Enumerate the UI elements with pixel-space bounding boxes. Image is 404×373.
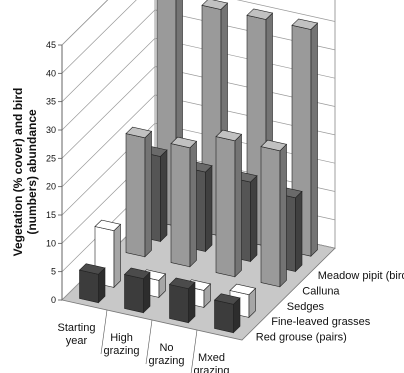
bar-top	[246, 8, 274, 20]
bar-calluna	[215, 129, 243, 278]
category-label-line: grazing	[193, 365, 229, 373]
category-separator	[145, 319, 153, 365]
series-label: Fine-leaved grasses	[271, 316, 371, 328]
bar-side	[279, 143, 287, 288]
category-label-line: No	[159, 342, 173, 354]
series-labels: Red grouse (pairs) Fine-leaved grasses Sed…	[256, 270, 404, 343]
category-label: Starting year	[58, 322, 96, 347]
y-tick-label: 40	[46, 68, 56, 78]
bar-calluna	[170, 136, 198, 268]
bar-top	[170, 136, 198, 149]
bar-calluna	[260, 139, 288, 288]
category-separator	[100, 309, 108, 355]
bar-side	[250, 174, 258, 263]
category-label-line: year	[66, 335, 88, 347]
category-labels: Starting year High grazing No grazing Mxed graz…	[58, 309, 230, 373]
bar-red-grouse	[78, 263, 106, 304]
series-label: Red grouse (pairs)	[256, 331, 347, 343]
bar-front	[260, 146, 281, 288]
bar-top	[78, 263, 106, 275]
category-label: Mxed grazing	[193, 352, 229, 373]
bar-calluna	[125, 126, 153, 258]
y-tick-label: 5	[51, 267, 56, 277]
bar-front	[125, 133, 146, 258]
bar-top	[125, 126, 153, 139]
category-label: No grazing	[148, 342, 184, 367]
bar-top	[94, 219, 122, 232]
category-label-line: grazing	[103, 345, 139, 357]
y-axis-title: Vegetation (% cover) and bird(numbers) a…	[11, 88, 39, 257]
gridline	[61, 94, 336, 187]
category-label-line: grazing	[148, 355, 184, 367]
category-label-line: High	[110, 332, 133, 344]
bar-side	[205, 164, 213, 253]
y-tick-label: 45	[46, 40, 56, 50]
bar-top	[260, 139, 288, 152]
y-axis-title-line: Vegetation (% cover) and bird	[11, 88, 25, 257]
gridline	[61, 37, 336, 131]
bar-side	[310, 22, 318, 257]
bar-top	[215, 129, 243, 142]
bar-top	[201, 0, 229, 10]
y-tick-label: 35	[46, 97, 56, 107]
category-label-line: Starting	[58, 322, 96, 334]
bar-red-grouse	[213, 293, 241, 334]
bar-top	[291, 18, 319, 30]
bar-top	[229, 283, 257, 296]
gridline	[61, 0, 109, 46]
bar-side	[234, 133, 242, 278]
y-tick-label: 20	[46, 182, 56, 192]
category-label-line: Mxed	[198, 352, 225, 364]
gridline	[61, 0, 336, 74]
bar-front	[215, 136, 236, 278]
bar-side	[188, 281, 196, 324]
gridline	[61, 9, 336, 102]
series-label: Sedges	[287, 301, 325, 313]
bars	[78, 0, 319, 334]
category-separator	[190, 329, 198, 373]
bar-side	[189, 140, 197, 268]
y-tick-label: 15	[46, 210, 56, 220]
bar-front	[79, 269, 99, 304]
series-label: Calluna	[302, 285, 340, 297]
bar-red-grouse	[123, 267, 151, 314]
bar-side	[160, 149, 168, 243]
gridline	[61, 66, 336, 159]
series-label: Meadow pipit (birds/10)	[318, 270, 404, 282]
bar-front	[124, 274, 144, 314]
bar-front	[169, 284, 189, 324]
y-axis: 0 5 10 15 20 25 30 35 40 45	[46, 40, 63, 305]
bar-side	[113, 223, 121, 289]
y-tick-label: 25	[46, 153, 56, 163]
bar-side	[295, 190, 303, 273]
category-label: High grazing	[103, 332, 139, 357]
bar-top	[168, 277, 196, 290]
bar-front	[170, 143, 191, 268]
bar-front	[214, 299, 234, 334]
y-axis-title-line: (numbers) abundance	[25, 109, 39, 235]
bar-top	[123, 267, 151, 280]
y-tick-label: 10	[46, 238, 56, 248]
y-tick-label: 0	[51, 295, 56, 305]
y-tick-label: 30	[46, 125, 56, 135]
bar-side	[143, 271, 151, 314]
bar-top	[213, 293, 241, 305]
bar-side	[144, 130, 152, 258]
bar-red-grouse	[168, 277, 196, 324]
